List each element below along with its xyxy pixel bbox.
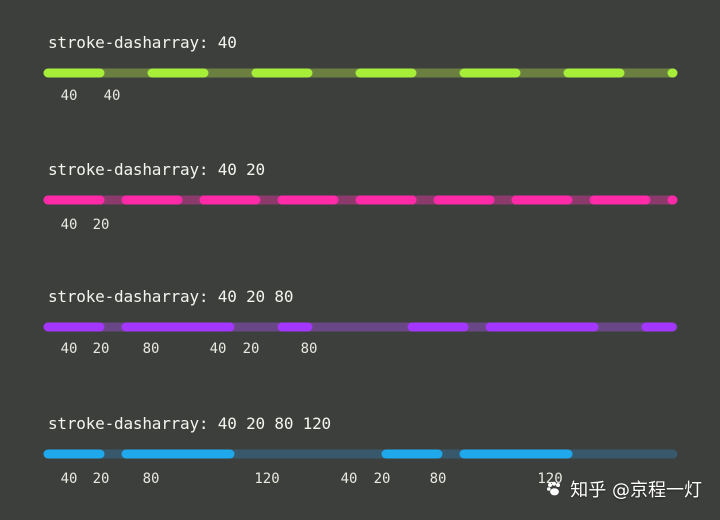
row-4-number: 80 <box>142 471 160 487</box>
row-3-number: 20 <box>242 341 260 357</box>
row-1-label: stroke-dasharray: 40 <box>48 33 237 52</box>
row-4-number: 40 <box>60 471 78 487</box>
row-3-label: stroke-dasharray: 40 20 80 <box>48 287 294 306</box>
paw-icon <box>547 481 561 496</box>
row-4-number: 120 <box>254 471 280 487</box>
row-4-label: stroke-dasharray: 40 20 80 120 <box>48 414 331 433</box>
watermark-text: 知乎 @京程一灯 <box>570 480 702 501</box>
row-4-number: 80 <box>429 471 447 487</box>
watermark: 知乎 @京程一灯 <box>544 476 702 502</box>
row-1-number: 40 <box>60 88 78 104</box>
row-4-number: 40 <box>340 471 358 487</box>
row-3-number: 40 <box>209 341 227 357</box>
row-4-number: 20 <box>373 471 391 487</box>
row-3-number: 20 <box>92 341 110 357</box>
row-1-number: 40 <box>103 88 121 104</box>
row-2-number: 40 <box>60 217 78 233</box>
row-3-number: 80 <box>142 341 160 357</box>
row-3-number: 40 <box>60 341 78 357</box>
row-4-number: 120 <box>537 471 563 487</box>
row-4-number: 20 <box>92 471 110 487</box>
row-2-number: 20 <box>92 217 110 233</box>
row-3-number: 80 <box>300 341 318 357</box>
row-2-label: stroke-dasharray: 40 20 <box>48 160 265 179</box>
